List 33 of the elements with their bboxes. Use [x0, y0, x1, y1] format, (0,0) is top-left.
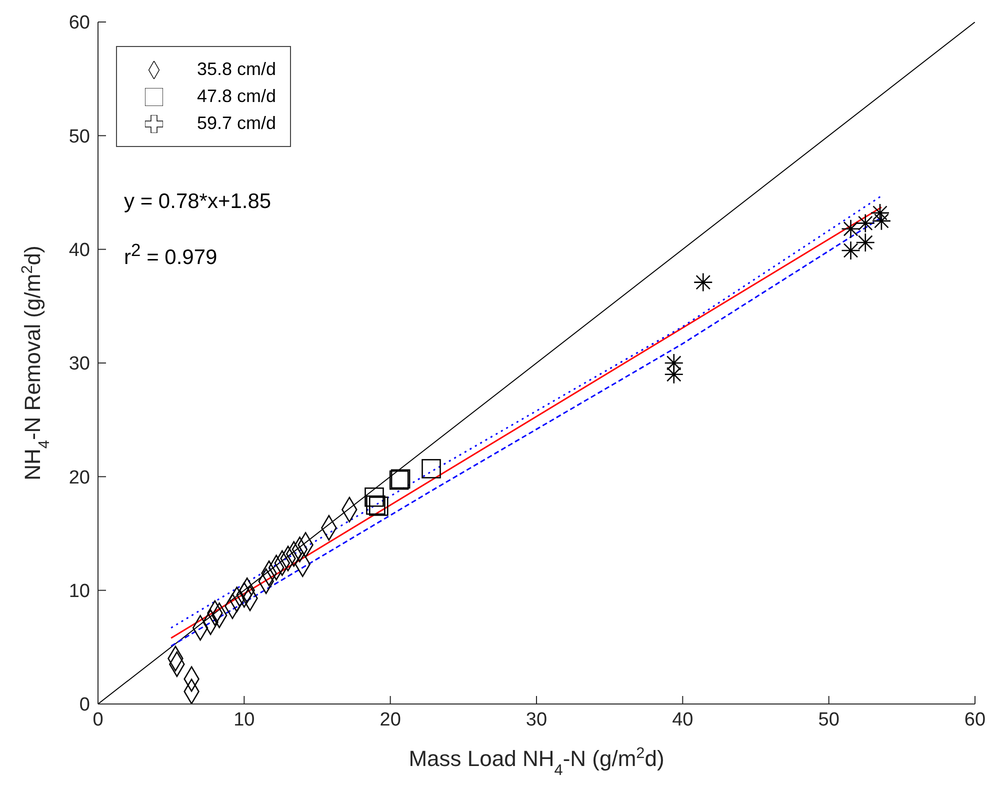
point: [693, 272, 713, 292]
annotation: y = 0.78*x+1.85: [124, 190, 272, 214]
point: [841, 240, 860, 260]
point: [364, 487, 384, 507]
y-tick-label: 60: [68, 12, 90, 34]
y-tick-label: 0: [79, 694, 90, 716]
x-tick-label: 0: [92, 709, 104, 730]
point: [856, 214, 876, 233]
x-tick-label: 40: [672, 709, 694, 730]
x-tick-label: 10: [234, 709, 255, 730]
y-tick-label: 50: [68, 126, 90, 148]
annotation: r$^{2}$ = 0.979: [124, 240, 218, 270]
x-tick-label: 60: [964, 709, 986, 730]
point: [870, 203, 890, 223]
y-tick-label: 10: [68, 581, 90, 602]
point: [664, 353, 684, 373]
point: [856, 232, 876, 252]
point: [366, 495, 386, 515]
point: [368, 496, 388, 516]
x-tick-label: 30: [526, 709, 548, 730]
x-axis-title: Mass Load NH$_{4}$-N (g/m$^{2}$d): [408, 744, 664, 778]
y-tick-label: 40: [68, 240, 90, 262]
legend-label: 59.7 cm/d: [197, 113, 276, 133]
x-tick-label: 20: [380, 709, 401, 730]
point: [872, 211, 892, 231]
y-tick-label: 30: [68, 354, 90, 375]
point: [664, 364, 684, 384]
legend-label: 47.8 cm/d: [197, 86, 276, 106]
x-tick-label: 50: [818, 709, 840, 730]
y-tick-label: 20: [68, 467, 90, 488]
legend-label: 35.8 cm/d: [197, 59, 276, 79]
point: [841, 219, 860, 239]
point: [422, 459, 441, 478]
